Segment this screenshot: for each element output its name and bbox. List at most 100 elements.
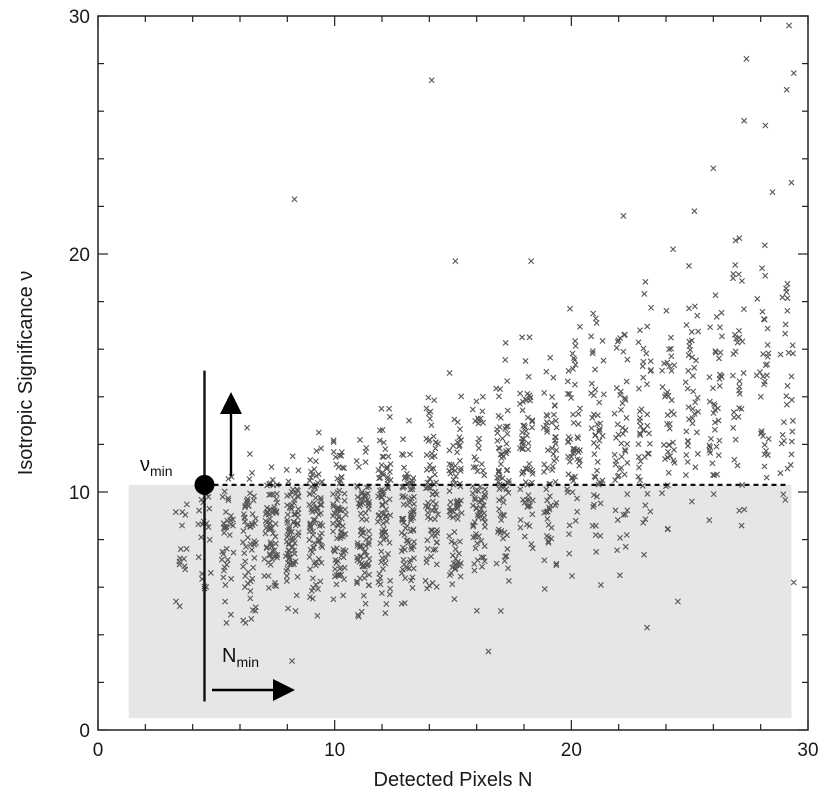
scatter-point: [454, 449, 461, 456]
scatter-point: [712, 348, 719, 355]
scatter-point: [716, 355, 722, 362]
scatter-point: [362, 600, 369, 607]
scatter-point: [739, 338, 746, 345]
scatter-point: [473, 607, 480, 614]
scatter-point: [378, 462, 385, 469]
scatter-point: [635, 339, 642, 346]
scatter-point: [366, 571, 373, 578]
scatter-point: [270, 530, 277, 537]
scatter-point: [592, 386, 599, 393]
scatter-point: [711, 426, 718, 433]
scatter-point: [386, 413, 393, 420]
scatter-point: [218, 556, 225, 563]
scatter-point: [294, 520, 301, 527]
scatter-point: [376, 437, 383, 444]
scatter-point: [294, 573, 301, 580]
scatter-point: [475, 514, 482, 521]
scatter-point: [252, 515, 259, 522]
scatter-point: [398, 515, 405, 522]
scatter-point: [447, 499, 454, 506]
scatter-point: [670, 246, 677, 253]
scatter-point: [363, 552, 370, 559]
scatter-point: [307, 566, 314, 573]
scatter-point: [247, 490, 253, 497]
scatter-point: [426, 462, 433, 468]
scatter-point: [502, 356, 509, 363]
scatter-point: [379, 469, 386, 476]
scatter-point: [667, 453, 674, 459]
scatter-point: [434, 511, 441, 518]
y-tick-label: 0: [79, 721, 90, 742]
scatter-point: [457, 467, 464, 474]
scatter-point: [525, 440, 532, 447]
scatter-point: [267, 539, 274, 546]
scatter-point: [495, 412, 502, 419]
scatter-point: [647, 368, 654, 375]
scatter-point: [480, 554, 487, 561]
scatter-point: [384, 463, 390, 470]
scatter-point: [358, 560, 365, 567]
scatter-point: [566, 305, 573, 312]
scatter-point: [407, 528, 414, 535]
scatter-point: [378, 590, 385, 597]
scatter-point: [334, 496, 341, 503]
scatter-point: [564, 378, 571, 385]
scatter-point: [479, 408, 486, 415]
scatter-point: [470, 502, 476, 509]
scatter-point: [448, 465, 455, 472]
scatter-point: [446, 461, 453, 468]
scatter-point: [553, 447, 560, 454]
scatter-point: [310, 516, 317, 523]
scatter-point: [446, 488, 453, 495]
scatter-point: [334, 510, 341, 517]
scatter-point: [759, 265, 766, 272]
scatter-point: [399, 544, 406, 551]
scatter-point: [400, 556, 407, 563]
scatter-point: [452, 467, 459, 474]
scatter-point: [206, 536, 213, 543]
scatter-point: [400, 484, 407, 491]
scatter-point: [481, 558, 488, 565]
scatter-point: [332, 566, 339, 573]
scatter-point: [318, 497, 325, 504]
scatter-point: [223, 545, 230, 552]
scatter-point: [400, 515, 407, 522]
scatter-point: [266, 520, 273, 527]
scatter-point: [670, 446, 677, 453]
scatter-point: [706, 517, 713, 524]
scatter-point: [205, 524, 212, 531]
scatter-point: [733, 335, 740, 342]
scatter-point: [311, 540, 318, 547]
scatter-point: [568, 573, 575, 580]
scatter-point: [517, 390, 524, 397]
scatter-point: [378, 405, 385, 412]
nu-min-subscript: min: [150, 463, 173, 479]
scatter-point: [479, 393, 486, 400]
scatter-point: [430, 546, 437, 553]
scatter-point: [592, 366, 599, 373]
scatter-point: [457, 465, 464, 472]
scatter-point: [401, 531, 408, 538]
scatter-point: [572, 342, 579, 349]
scatter-point: [662, 456, 669, 462]
scatter-point: [471, 454, 478, 461]
scatter-point: [249, 522, 256, 529]
scatter-point: [571, 357, 578, 364]
scatter-point: [594, 421, 601, 428]
scatter-point: [362, 542, 369, 549]
scatter-point: [380, 520, 387, 527]
scatter-point: [271, 582, 278, 589]
scatter-point: [265, 584, 272, 591]
scatter-point: [493, 560, 500, 567]
scatter-point: [592, 431, 599, 438]
scatter-point: [248, 615, 255, 622]
scatter-point: [341, 564, 348, 571]
scatter-point: [545, 521, 552, 528]
scatter-point: [471, 560, 478, 567]
scatter-point: [334, 475, 341, 482]
scatter-point: [665, 448, 672, 455]
scatter-point: [637, 432, 644, 439]
scatter-point: [360, 530, 367, 537]
scatter-point: [496, 506, 503, 513]
scatter-point: [668, 353, 675, 360]
